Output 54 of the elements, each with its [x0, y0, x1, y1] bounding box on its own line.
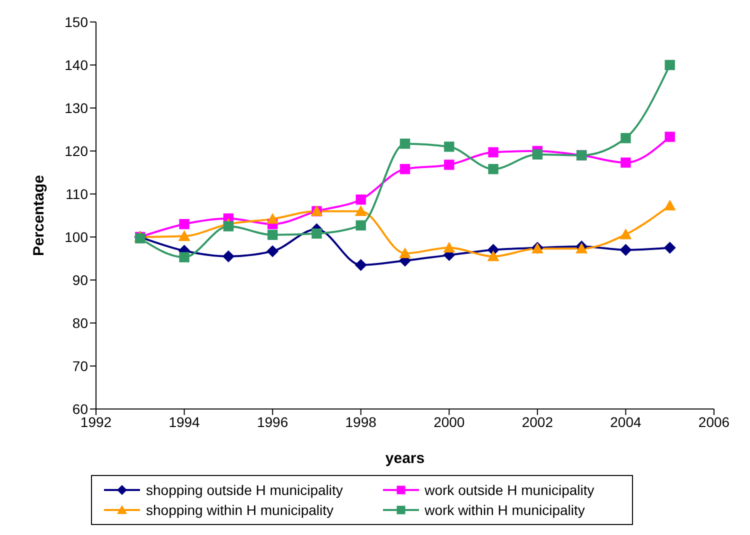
point [399, 247, 411, 258]
legend-label: shopping outside H municipality [146, 482, 343, 498]
point [444, 142, 454, 152]
x-tick-label: 1994 [168, 414, 200, 430]
legend-label: work outside H municipality [424, 482, 594, 498]
point [267, 230, 278, 240]
y-axis-title: Percentage [30, 175, 48, 256]
point [620, 228, 632, 240]
point [400, 164, 410, 174]
point [664, 200, 676, 210]
y-tick-label: 140 [64, 56, 88, 73]
x-tick-label: 2006 [698, 414, 730, 430]
x-tick-label: 2004 [610, 414, 642, 430]
legend-label: shopping within H municipality [146, 502, 334, 518]
y-tick-label: 90 [72, 272, 88, 288]
point [488, 164, 498, 174]
point [488, 147, 498, 158]
point [620, 158, 631, 168]
legend-label: work within H municipality [424, 502, 585, 518]
point [354, 258, 367, 271]
y-tick-label: 120 [64, 142, 88, 159]
point [266, 245, 279, 258]
x-tick-label: 1996 [256, 414, 288, 430]
point [356, 220, 366, 230]
y-tick-label: 80 [72, 314, 88, 331]
x-tick-label: 1998 [345, 414, 377, 430]
point [664, 242, 676, 254]
x-axis-title: years [385, 450, 425, 467]
y-tick-label: 110 [66, 186, 88, 202]
point [179, 219, 190, 230]
point [444, 160, 454, 170]
point [223, 221, 234, 232]
x-tick-label: 2000 [434, 414, 465, 430]
y-tick-label: 150 [64, 14, 88, 30]
x-tick-label: 2002 [522, 414, 554, 430]
point [576, 242, 588, 254]
point [266, 212, 279, 224]
point [354, 205, 367, 216]
point [356, 194, 366, 205]
point [664, 60, 675, 70]
point [179, 252, 190, 262]
point [487, 250, 500, 262]
point [222, 250, 234, 262]
point [620, 244, 632, 256]
point [532, 149, 543, 160]
y-tick-label: 70 [72, 358, 88, 374]
point [400, 138, 410, 149]
point [178, 230, 190, 241]
point [664, 132, 675, 142]
point [443, 242, 456, 253]
point [312, 228, 322, 239]
y-tick-label: 130 [64, 100, 88, 116]
point [620, 133, 631, 144]
y-tick-label: 100 [64, 228, 88, 245]
